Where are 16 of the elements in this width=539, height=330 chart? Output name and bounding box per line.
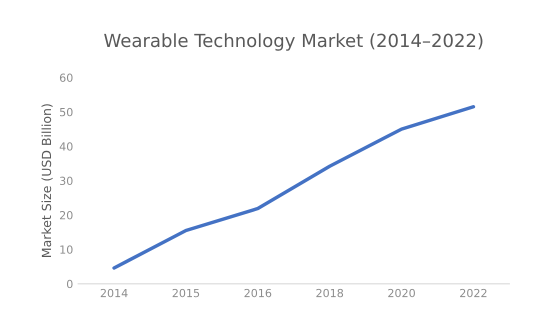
y-axis-title: Market Size (USD Billion) <box>42 104 53 257</box>
chart-title: Wearable Technology Market (2014–2022) <box>104 33 482 51</box>
x-tick-label: 2022 <box>460 288 486 298</box>
x-tick-label: 2014 <box>100 288 128 298</box>
y-tick-label: 10 <box>60 245 73 254</box>
y-tick-label: 20 <box>60 211 73 220</box>
line-series <box>112 105 476 270</box>
y-tick-label: 30 <box>60 176 73 186</box>
x-tick-label: 2015 <box>172 288 200 298</box>
y-tick-label: 50 <box>60 108 73 116</box>
x-tick-label: 2016 <box>244 288 272 298</box>
y-tick-label: 40 <box>60 142 73 151</box>
x-tick-label: 2018 <box>316 288 344 298</box>
x-tick-label: 2020 <box>388 288 415 298</box>
y-tick-label: 0 <box>66 280 73 288</box>
y-tick-label: 60 <box>60 74 73 82</box>
